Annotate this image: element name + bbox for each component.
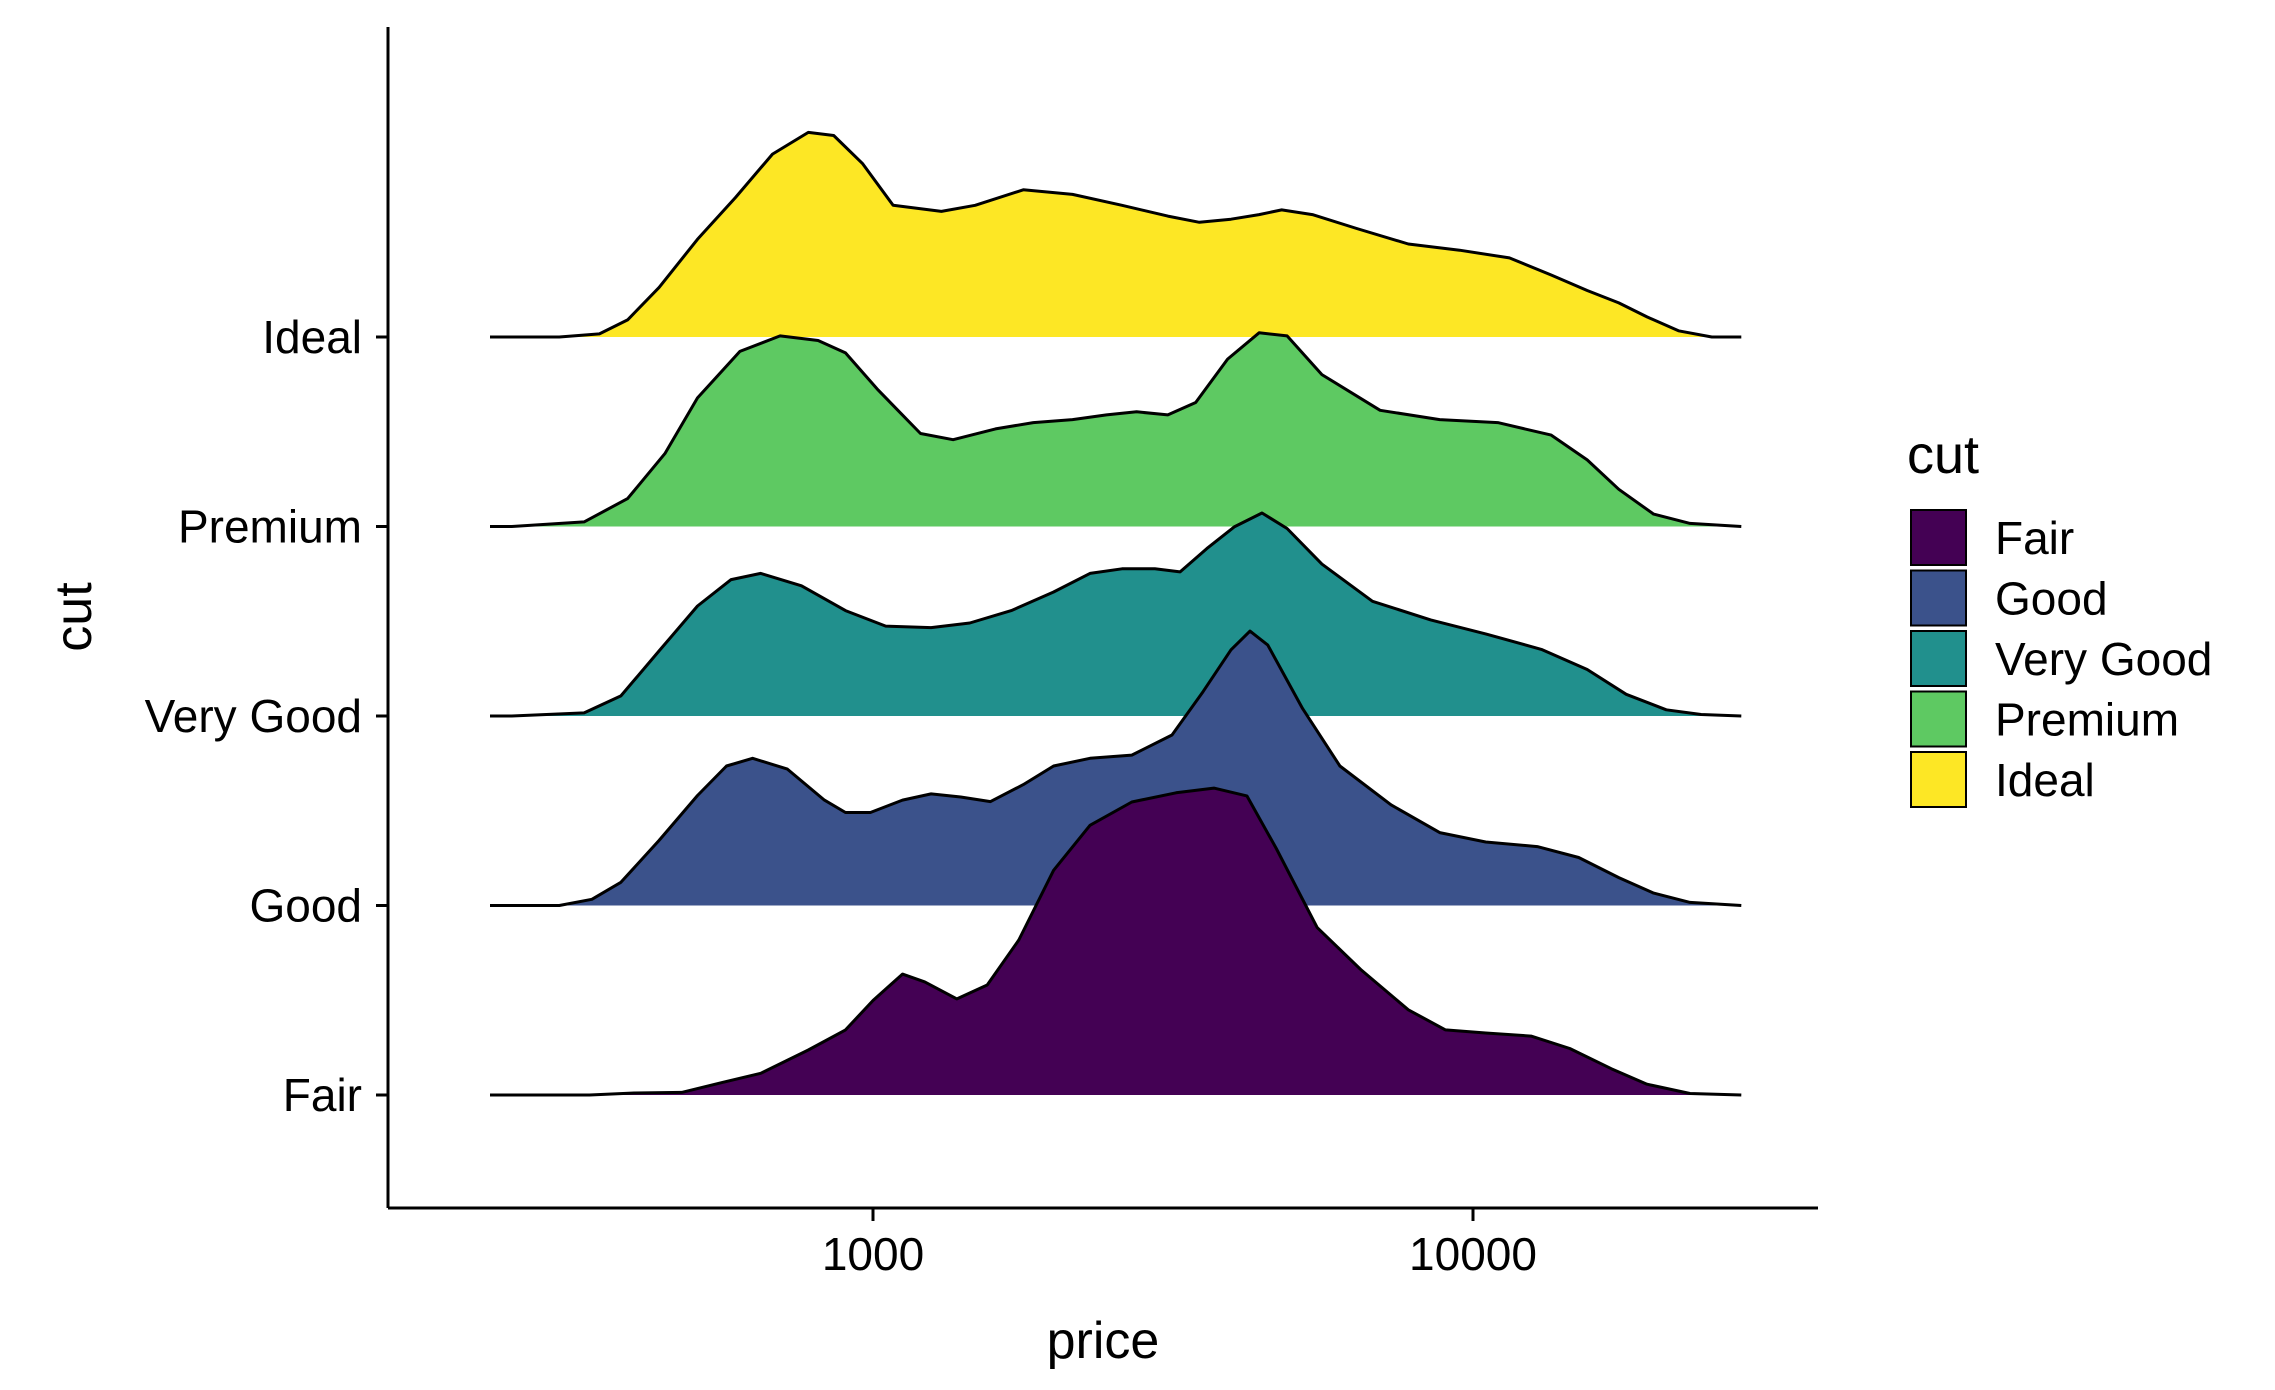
ridge-outline-premium [490,331,1742,528]
x-tick-label-1000: 1000 [822,1228,924,1280]
ridge-outline-very-good [490,511,1742,718]
legend-swatch-good [1910,569,1967,627]
ridge-fill-good [559,631,1742,906]
legend: cut Fair Good Very Good Premium Ideal [1907,425,2212,808]
legend-swatch-very-good [1910,630,1967,687]
legend-swatch-ideal [1910,751,1967,808]
axes-layer [386,27,1818,1210]
legend-swatch-premium [1910,690,1967,748]
ridge-fill-premium [511,332,1742,527]
ridge-fill-very-good [511,513,1742,716]
y-tick-label-premium: Premium [178,501,362,553]
ridge-outline-ideal [490,130,1742,339]
y-axis-title: cut [45,582,103,652]
ridges-layer [490,130,1742,1097]
ridge-fill-fair [589,788,1742,1095]
legend-label-fair: Fair [1995,512,2074,564]
y-tick-label-fair: Fair [283,1069,362,1121]
ridge-fill-ideal [559,132,1742,337]
y-tick-label-very-good: Very Good [145,690,362,742]
y-ticks: Fair Good Very Good Premium Ideal [145,311,388,1121]
legend-label-ideal: Ideal [1995,754,2095,806]
x-axis-title: price [1047,1312,1160,1370]
x-tick-label-10000: 10000 [1409,1228,1537,1280]
y-tick-label-ideal: Ideal [262,311,362,363]
ridge-outline-good [490,629,1742,907]
legend-title: cut [1907,425,1979,485]
x-ticks: 1000 10000 [822,1208,1537,1280]
y-tick-label-good: Good [249,880,362,932]
legend-swatch-fair [1910,509,1967,566]
legend-label-premium: Premium [1995,694,2179,746]
legend-label-very-good: Very Good [1995,633,2212,685]
ridge-outline-fair [490,786,1742,1097]
legend-label-good: Good [1995,573,2108,625]
